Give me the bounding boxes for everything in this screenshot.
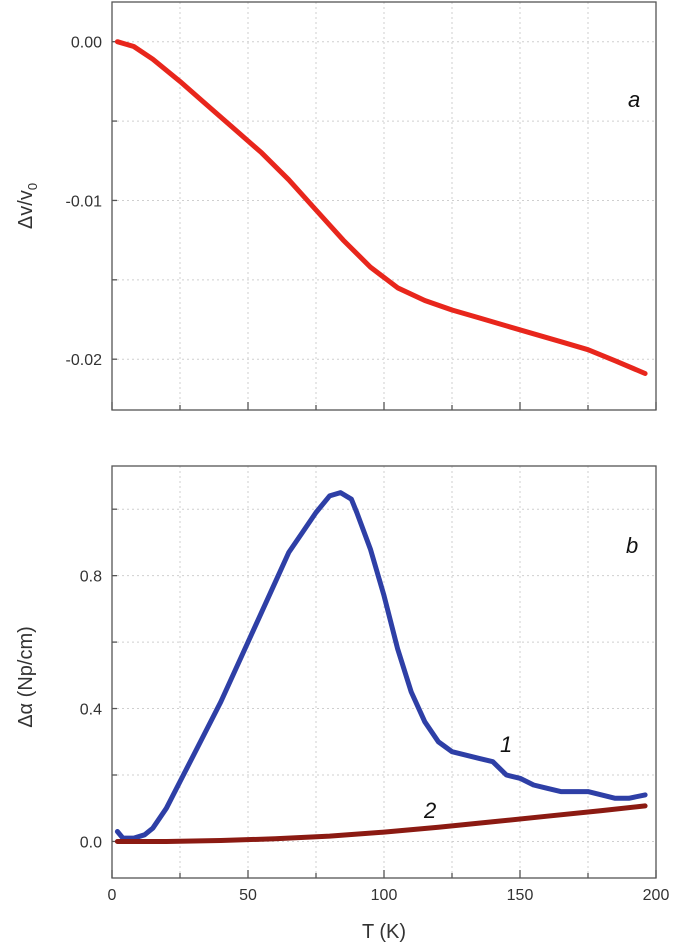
series-1-label: 1: [500, 732, 512, 757]
panel-a-ticks: [111, 41, 657, 410]
x-tick-label: 100: [371, 887, 398, 904]
panel-b-y-axis-title: Δα (Np/cm): [15, 626, 37, 728]
panel-b-x-tick-labels: 0 50 100 150 200: [108, 887, 670, 904]
y-tick-label: 0.0: [80, 834, 102, 851]
panel-a-y-tick-labels: 0.00 -0.01 -0.02: [66, 35, 103, 370]
panel-b-letter: b: [626, 533, 638, 558]
series-line-2: [114, 803, 648, 844]
panel-b-y-tick-labels: 0.0 0.4 0.8: [80, 569, 102, 852]
x-tick-label: 150: [507, 887, 534, 904]
y-tick-label: 0.00: [71, 35, 102, 52]
series-line-1: [114, 490, 648, 841]
y-tick-label: -0.02: [66, 352, 103, 369]
panel-a-grid: [111, 2, 657, 410]
x-tick-label: 0: [108, 887, 117, 904]
series-line-1: [114, 39, 648, 376]
panel-a-y-axis-subscript: 0: [25, 183, 40, 190]
x-tick-label: 50: [239, 887, 257, 904]
panel-b-x-axis-title: T (K): [362, 921, 406, 943]
panel-a-series: [114, 39, 648, 376]
panel-b-ticks: [111, 508, 657, 878]
panel-a-y-axis-title: Δv/v0: [15, 183, 40, 229]
x-tick-label: 200: [643, 887, 670, 904]
panel-a-letter: a: [628, 87, 640, 112]
panel-a-chart: 0.00 -0.01 -0.02 Δv/v0 a: [15, 1, 657, 411]
panel-b-grid: [111, 466, 657, 878]
panel-b-series: [114, 490, 648, 844]
panel-b-chart: 0.00.40.8 0 50 100 150 200 Δα (Np/cm) T (K) …: [15, 465, 670, 943]
y-tick-label: -0.01: [66, 193, 103, 210]
y-tick-label: 0.8: [80, 569, 102, 586]
y-tick-label: 0.4: [80, 702, 102, 719]
series-2-label: 2: [423, 798, 436, 823]
